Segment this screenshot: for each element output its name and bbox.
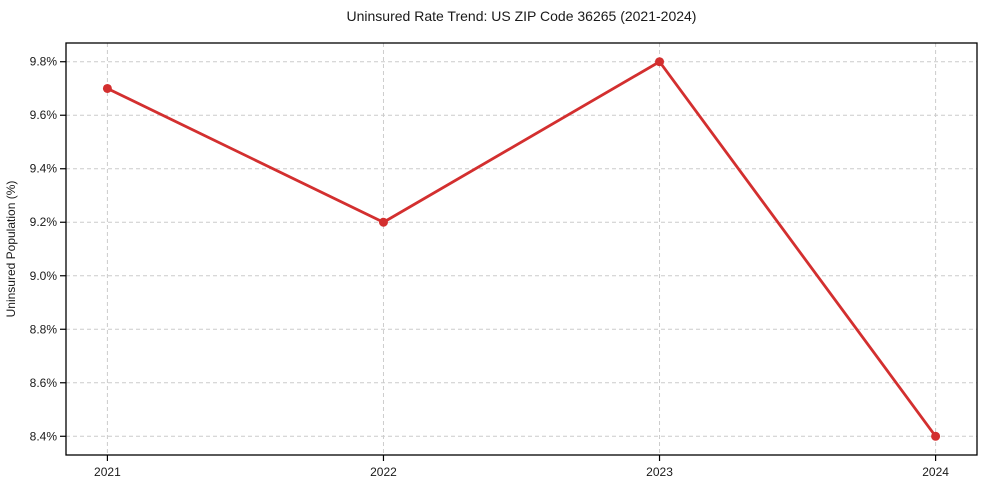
y-tick-label: 8.8%: [30, 322, 58, 336]
y-tick-label: 8.4%: [30, 429, 58, 443]
chart-title: Uninsured Rate Trend: US ZIP Code 36265 …: [347, 8, 697, 24]
y-tick-label: 9.8%: [30, 55, 58, 69]
x-tick-label: 2024: [922, 465, 949, 479]
data-point-marker: [655, 57, 665, 67]
plot-border: [65, 42, 978, 456]
y-tick-label: 9.4%: [30, 162, 58, 176]
line-series: [102, 57, 941, 441]
trend-line: [106, 60, 937, 438]
x-tick-label: 2023: [646, 465, 673, 479]
y-tick-label: 8.6%: [30, 376, 58, 390]
y-axis-label: Uninsured Population (%): [4, 181, 18, 318]
y-tick-label: 9.2%: [30, 215, 58, 229]
data-point-marker: [378, 217, 388, 227]
y-tick-label: 9.0%: [30, 269, 58, 283]
grid-layer: [66, 43, 977, 455]
y-tick-label: 9.6%: [30, 108, 58, 122]
x-tick-label: 2022: [370, 465, 397, 479]
data-point-marker: [102, 83, 112, 93]
data-point-marker: [931, 431, 941, 441]
axis-layer: 8.4% 8.6% 8.8% 9.0% 9.2% 9.4% 9.6% 9.8% 2021 2022…: [30, 42, 978, 479]
x-tick-label: 2021: [94, 465, 121, 479]
